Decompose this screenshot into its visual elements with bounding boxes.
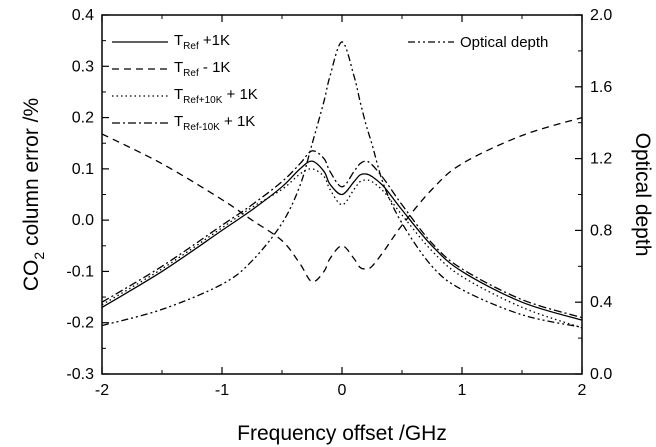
y-left-axis-title: CO2 column error /% — [20, 98, 47, 291]
x-tick-label: 0 — [338, 382, 347, 399]
x-tick-label: -1 — [215, 382, 229, 399]
legend-item-tref-minus1k: TRef - 1K — [174, 59, 230, 79]
y-left-tick-label: 0.3 — [72, 58, 94, 75]
y-left-tick-label: 0.0 — [72, 212, 94, 229]
x-axis-title: Frequency offset /GHz — [237, 422, 447, 445]
series-line-tref-minus10k — [101, 150, 583, 319]
y-right-tick-label: 1.2 — [590, 151, 612, 168]
legend-item-tref-plus10k: TRef+10K + 1K — [174, 86, 258, 106]
x-tick-label: 1 — [458, 382, 467, 399]
y-left-tick-label: -0.2 — [66, 315, 94, 332]
y-right-tick-label: 2.0 — [590, 7, 612, 24]
x-tick-label: 2 — [578, 382, 587, 399]
y-left-tick-label: 0.2 — [72, 110, 94, 127]
series-line-tref-plus1k — [101, 160, 583, 321]
series-line-optical-depth — [101, 41, 583, 328]
legend-item-tref-plus1k: TRef +1K — [174, 32, 230, 52]
y-left-tick-label: 0.1 — [72, 161, 94, 178]
legend-item-tref-minus10k: TRef-10K + 1K — [174, 113, 255, 133]
y-left-tick-label: 0.4 — [72, 7, 94, 24]
y-right-tick-label: 0.8 — [590, 222, 612, 239]
y-right-tick-label: 0.0 — [590, 366, 612, 383]
y-right-tick-label: 0.4 — [590, 294, 612, 311]
legend-item-optical-depth: Optical depth — [460, 34, 548, 51]
y-left-tick-label: -0.1 — [66, 263, 94, 280]
y-right-tick-label: 1.6 — [590, 79, 612, 96]
y-right-axis-title: Optical depth — [631, 133, 654, 257]
series-line-tref-plus10k — [101, 168, 583, 329]
series-line-tref-minus1k — [101, 116, 583, 283]
x-tick-label: -2 — [95, 382, 109, 399]
y-left-tick-label: -0.3 — [66, 366, 94, 383]
